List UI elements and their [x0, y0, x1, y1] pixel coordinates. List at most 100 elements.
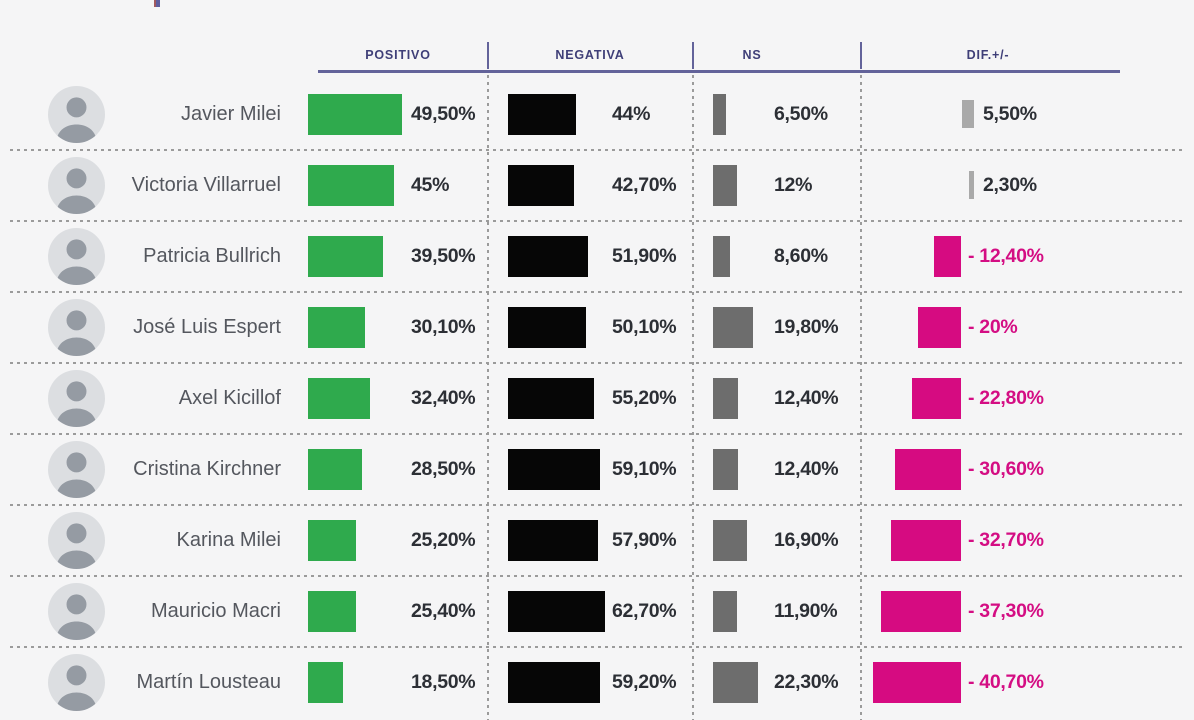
avatar — [48, 441, 105, 498]
politician-name: Karina Milei — [176, 529, 281, 551]
dif-value: - 12,40% — [968, 245, 1044, 267]
column-header-positivo: POSITIVO — [365, 48, 431, 62]
negativa-value: 44% — [612, 103, 651, 125]
positivo-value: 18,50% — [411, 671, 476, 693]
politician-name: Mauricio Macri — [150, 600, 281, 622]
avatar — [48, 583, 105, 640]
dif-value: - 22,80% — [968, 387, 1044, 409]
header-tick — [487, 42, 489, 69]
positivo-value: 25,20% — [411, 529, 476, 551]
person-silhouette-icon — [56, 594, 97, 640]
dif-bar — [895, 449, 961, 490]
ns-value: 22,30% — [774, 671, 839, 693]
table-row: José Luis Espert 30,10% 50,10% 19,80% - … — [0, 291, 1194, 363]
table-row: Javier Milei 49,50% 44% 6,50% 5,50% — [0, 79, 1194, 150]
positivo-bar — [308, 520, 356, 561]
dif-bar — [918, 307, 961, 348]
positivo-value: 32,40% — [411, 387, 476, 409]
person-silhouette-icon — [56, 665, 97, 711]
table-row: Mauricio Macri 25,40% 62,70% 11,90% - 37… — [0, 575, 1194, 647]
row-separator — [10, 149, 1186, 151]
table-row: Axel Kicillof 32,40% 55,20% 12,40% - 22,… — [0, 362, 1194, 434]
person-silhouette-icon — [56, 523, 97, 569]
row-separator — [10, 433, 1186, 435]
negativa-bar — [508, 307, 586, 348]
ns-value: 6,50% — [774, 103, 828, 125]
dif-bar — [911, 378, 961, 419]
dif-value: - 20% — [968, 316, 1018, 338]
positivo-value: 49,50% — [411, 103, 476, 125]
dif-bar — [969, 171, 974, 199]
avatar — [48, 299, 105, 356]
person-silhouette-icon — [56, 97, 97, 143]
ns-value: 12,40% — [774, 458, 839, 480]
negativa-value: 50,10% — [612, 316, 677, 338]
politician-name: Cristina Kirchner — [133, 458, 281, 480]
header-underline — [318, 70, 1120, 73]
negativa-bar — [508, 449, 600, 490]
positivo-value: 30,10% — [411, 316, 476, 338]
row-separator — [10, 504, 1186, 506]
ns-value: 16,90% — [774, 529, 839, 551]
row-separator — [10, 362, 1186, 364]
negativa-value: 62,70% — [612, 600, 677, 622]
dif-value: 2,30% — [983, 174, 1037, 196]
dif-value: - 32,70% — [968, 529, 1044, 551]
column-separator — [860, 75, 862, 720]
positivo-bar — [308, 94, 403, 135]
avatar — [48, 228, 105, 285]
avatar — [48, 86, 105, 143]
positivo-value: 25,40% — [411, 600, 476, 622]
ns-bar — [713, 236, 731, 277]
dif-value: 5,50% — [983, 103, 1037, 125]
column-header-negativa: NEGATIVA — [555, 48, 625, 62]
clipped-title-fragment — [154, 0, 160, 7]
ns-bar — [713, 449, 738, 490]
negativa-bar — [508, 165, 575, 206]
positivo-bar — [308, 307, 366, 348]
ns-bar — [713, 662, 758, 703]
avatar — [48, 654, 105, 711]
positivo-value: 28,50% — [411, 458, 476, 480]
negativa-bar — [508, 520, 598, 561]
positivo-bar — [308, 449, 363, 490]
ns-bar — [713, 378, 738, 419]
negativa-bar — [508, 94, 577, 135]
header-tick — [692, 42, 694, 69]
dif-bar — [880, 591, 961, 632]
ns-bar — [713, 591, 737, 632]
avatar — [48, 157, 105, 214]
negativa-value: 51,90% — [612, 245, 677, 267]
ns-bar — [713, 94, 726, 135]
positivo-bar — [308, 378, 370, 419]
ns-bar — [713, 520, 747, 561]
ns-value: 12% — [774, 174, 813, 196]
politician-name: Axel Kicillof — [178, 387, 281, 409]
positivo-bar — [308, 662, 344, 703]
dif-value: - 30,60% — [968, 458, 1044, 480]
person-silhouette-icon — [56, 310, 97, 356]
negativa-value: 57,90% — [612, 529, 677, 551]
person-silhouette-icon — [56, 168, 97, 214]
table-row: Cristina Kirchner 28,50% 59,10% 12,40% -… — [0, 433, 1194, 505]
negativa-bar — [508, 378, 594, 419]
politician-name: Javier Milei — [180, 103, 281, 125]
ns-value: 11,90% — [774, 600, 838, 622]
column-separator — [692, 75, 694, 720]
dif-bar — [873, 662, 961, 703]
column-separator — [487, 75, 489, 720]
negativa-value: 59,20% — [612, 671, 677, 693]
person-silhouette-icon — [56, 239, 97, 285]
ns-value: 19,80% — [774, 316, 839, 338]
column-header-dif: DIF.+/- — [966, 48, 1010, 62]
avatar — [48, 370, 105, 427]
ns-bar — [713, 165, 737, 206]
negativa-bar — [508, 236, 589, 277]
positivo-value: 39,50% — [411, 245, 476, 267]
positivo-value: 45% — [411, 174, 450, 196]
politician-name: Patricia Bullrich — [143, 245, 281, 267]
table-row: Victoria Villarruel 45% 42,70% 12% 2,30% — [0, 149, 1194, 221]
table-row: Patricia Bullrich 39,50% 51,90% 8,60% - … — [0, 220, 1194, 292]
person-silhouette-icon — [56, 381, 97, 427]
